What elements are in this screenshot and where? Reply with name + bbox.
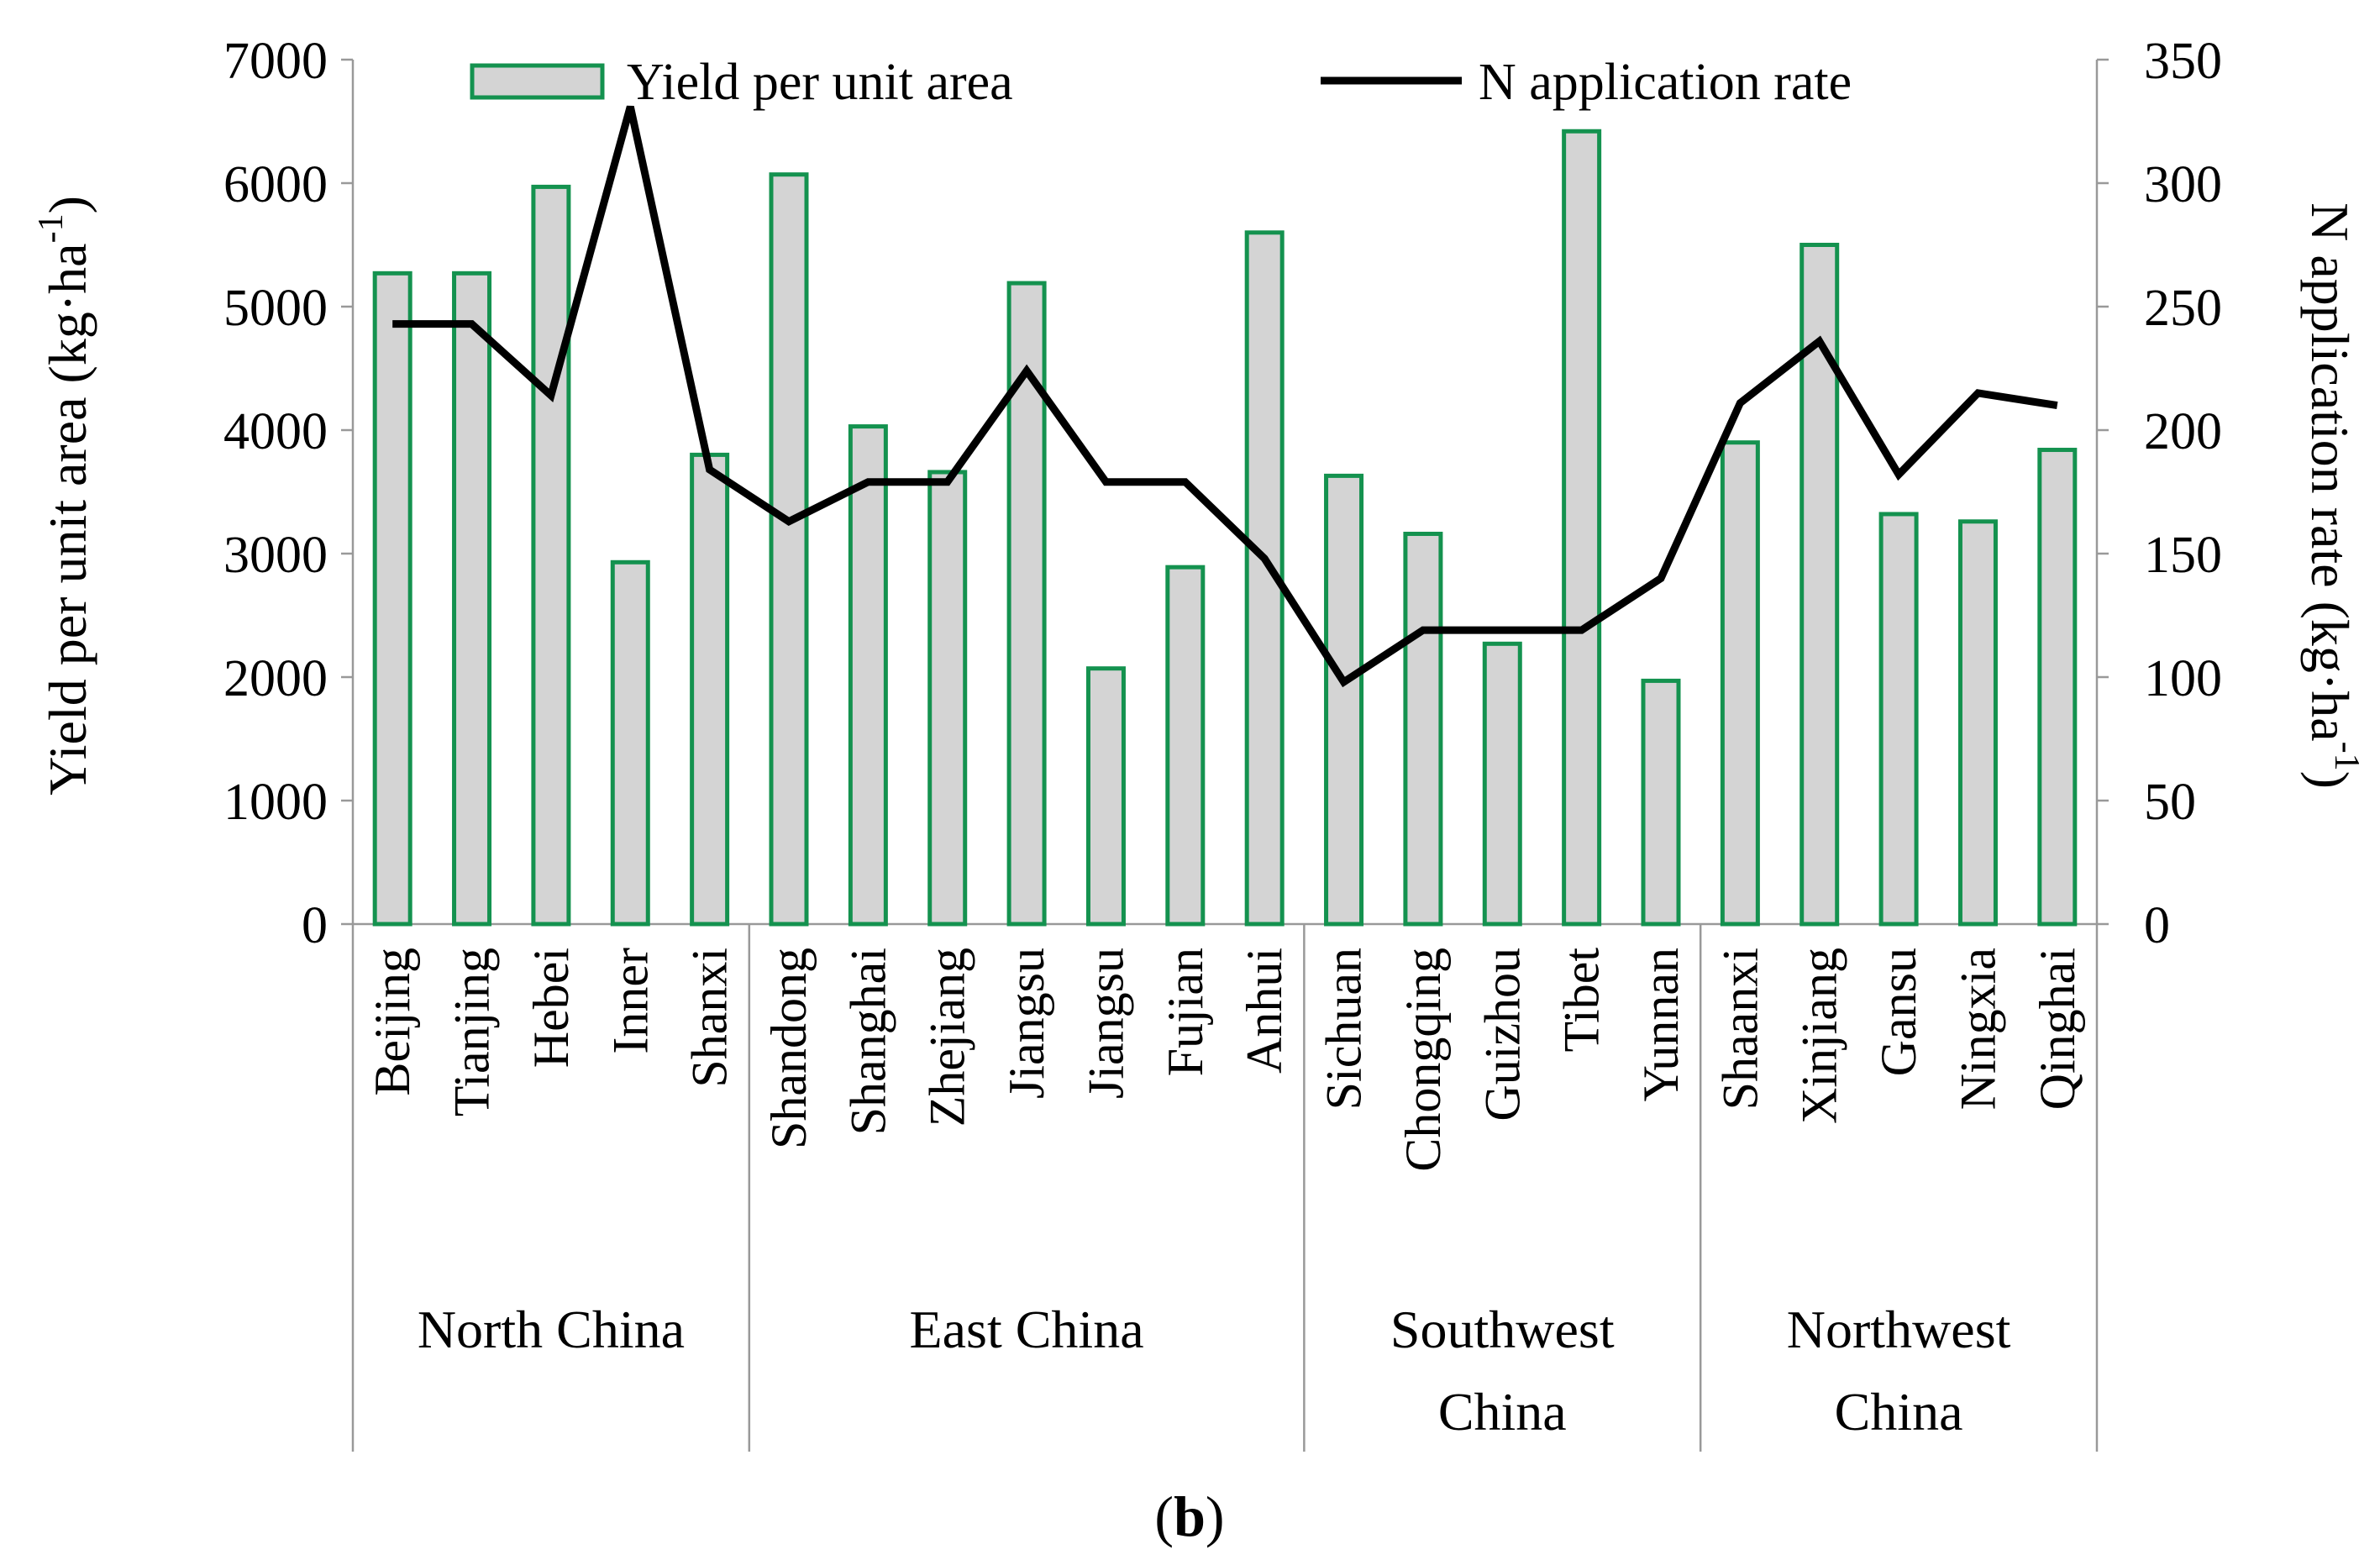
category-label: Xinjiang [1792, 948, 1847, 1124]
left-tick-label: 3000 [223, 527, 328, 584]
region-label: Southwest China [1390, 1300, 1615, 1442]
bar [1957, 519, 1998, 927]
right-y-ticks: 0 50 100 150 200 250 300 350 [2097, 33, 2222, 954]
left-tick-label: 2000 [223, 650, 328, 707]
category-label: Tianjing [444, 948, 500, 1116]
region-label: Northwest China [1787, 1300, 2011, 1442]
region-label: North China [418, 1300, 685, 1359]
right-tick-label: 100 [2144, 650, 2222, 707]
bar [927, 470, 968, 927]
category-label: Shanghai [840, 948, 896, 1135]
category-label: Fujian [1158, 948, 1213, 1076]
bar [848, 424, 888, 927]
bar [1165, 565, 1206, 927]
bar [1482, 641, 1522, 927]
category-label: Shanxi [682, 948, 738, 1088]
left-tick-label: 7000 [223, 33, 328, 90]
category-label: Beijing [365, 948, 420, 1096]
region-label: East China [910, 1300, 1144, 1359]
legend-label-yield: Yield per unit area [627, 54, 1013, 111]
legend-label-n-application: N application rate [1479, 54, 1852, 111]
category-label: Ningxia [1950, 948, 2005, 1110]
category-label: Shandong [761, 948, 817, 1149]
bar-series-yield [372, 129, 2078, 927]
left-tick-label: 6000 [223, 156, 328, 213]
category-label: Sichuan [1316, 948, 1372, 1110]
bar [452, 271, 492, 927]
bar [1562, 129, 1602, 927]
right-tick-label: 50 [2144, 774, 2196, 831]
right-tick-label: 150 [2144, 527, 2222, 584]
bar [1403, 531, 1443, 927]
category-label: Jiangsu [999, 948, 1054, 1099]
legend-swatch-yield [470, 63, 605, 100]
right-tick-label: 200 [2144, 403, 2222, 460]
bar [1006, 281, 1047, 927]
category-label: Jiangsu [1078, 948, 1133, 1099]
category-label: Qinghai [2030, 948, 2085, 1110]
bar [2037, 448, 2078, 927]
bar [1324, 473, 1364, 927]
category-label: Anhui [1237, 948, 1292, 1074]
category-label: Gansu [1871, 948, 1926, 1076]
figure-label: (b) [1154, 1484, 1224, 1548]
category-label: Chongqing [1395, 948, 1451, 1172]
bar [690, 452, 730, 927]
region-labels: North China East China Southwest China North… [418, 1300, 2011, 1442]
category-labels: Beijing Tianjing Hebei Inner Shanxi Shandong S… [365, 948, 2085, 1172]
bar [531, 184, 571, 927]
line-series-n-application [392, 105, 2058, 688]
right-tick-label: 0 [2144, 897, 2170, 954]
bar [1085, 666, 1126, 927]
region-dividers [351, 924, 2099, 1452]
bar [372, 271, 412, 927]
category-label: Zhejiang [920, 948, 975, 1127]
right-tick-label: 300 [2144, 156, 2222, 213]
bar [769, 172, 809, 927]
left-tick-label: 1000 [223, 774, 328, 831]
bar [1641, 678, 1681, 927]
bar [1878, 512, 1919, 927]
left-axis-title: Yield per unit area (kg·ha-1) [32, 196, 97, 796]
category-label: Tibet [1554, 948, 1610, 1053]
category-label: Shaanxi [1712, 948, 1768, 1110]
left-tick-label: 4000 [223, 403, 328, 460]
category-label: Yunnan [1633, 948, 1689, 1101]
category-label: Inner [602, 948, 658, 1054]
right-tick-label: 250 [2144, 280, 2222, 337]
right-axis-title: N application rate (kg·ha-1) [2300, 202, 2366, 789]
left-y-ticks: 0 1000 2000 3000 4000 5000 6000 7000 [223, 33, 353, 954]
legend: Yield per unit area N application rate [470, 54, 1852, 111]
left-tick-label: 0 [302, 897, 328, 954]
category-label: Hebei [523, 948, 579, 1068]
left-tick-label: 5000 [223, 280, 328, 337]
bar [610, 559, 650, 927]
category-label: Guizhou [1474, 948, 1530, 1121]
right-tick-label: 350 [2144, 33, 2222, 90]
bar [1720, 440, 1760, 927]
